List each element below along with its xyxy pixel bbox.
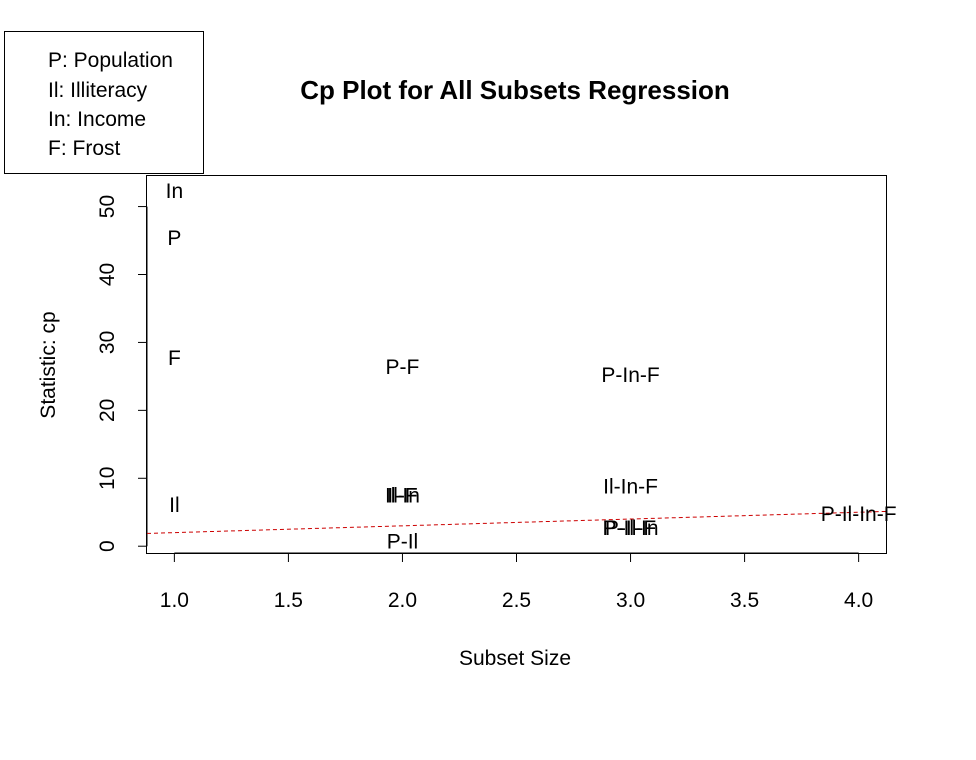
point-label: F [168, 347, 181, 370]
point-label: P-Il [387, 531, 419, 554]
point-label: P-Il-In [603, 517, 659, 540]
point-label: P-Il-F [605, 517, 656, 540]
cp-equals-p-reference-line [146, 510, 887, 534]
x-tick-label: 4.0 [844, 589, 873, 612]
x-axis: 1.0 1.5 2.0 2.5 3.0 3.5 4.0 [160, 552, 873, 612]
legend-entry-income: In: Income [48, 108, 147, 131]
reference-line-layer [146, 510, 887, 534]
chart-title: Cp Plot for All Subsets Regression [300, 75, 730, 105]
x-tick-label: 2.5 [502, 589, 531, 612]
plot-area-frame [146, 175, 887, 554]
legend-entry-frost: F: Frost [48, 137, 121, 160]
y-axis-label: Statistic: cp [37, 311, 60, 418]
point-label: P-In-F [601, 364, 659, 387]
point-label: Il-In [385, 484, 420, 507]
point-label: P-Il-In-F [821, 503, 897, 526]
x-tick-label: 1.0 [160, 589, 189, 612]
point-label: Il [169, 494, 180, 517]
x-axis-label: Subset Size [459, 647, 571, 670]
point-label: Il-F [387, 484, 417, 507]
x-tick-label: 3.5 [730, 589, 759, 612]
y-tick-label: 10 [96, 467, 119, 490]
x-tick-label: 3.0 [616, 589, 645, 612]
point-label: Il-F [387, 484, 417, 507]
y-tick-label: 20 [96, 399, 119, 422]
y-tick-label: 40 [96, 263, 119, 286]
point-label: P [167, 227, 181, 250]
y-tick-label: 30 [96, 331, 119, 354]
y-tick-label: 50 [96, 195, 119, 218]
legend: P: Population Il: Illiteracy In: Income … [4, 31, 204, 174]
point-label: In [166, 180, 184, 203]
legend-entry-population: P: Population [48, 49, 173, 72]
legend-entry-illiteracy: Il: Illiteracy [48, 79, 148, 102]
x-tick-label: 2.0 [388, 589, 417, 612]
y-tick-label: 0 [96, 540, 119, 552]
point-label: Il-In-F [603, 476, 658, 499]
x-tick-label: 1.5 [274, 589, 303, 612]
y-axis: 0 10 20 30 40 50 [96, 195, 148, 552]
point-label: P-F [386, 356, 420, 379]
point-labels-layer: InPFIlP-FIl-FIl-InIl-FP-IlP-In-FIl-In-FP… [166, 180, 897, 554]
